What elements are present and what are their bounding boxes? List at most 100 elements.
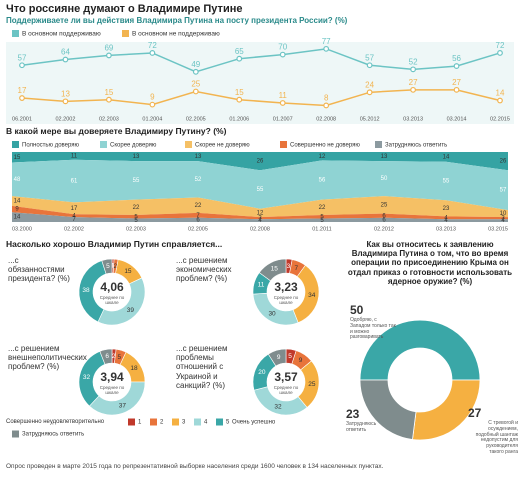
data-label: 22 xyxy=(195,203,202,209)
point xyxy=(323,102,330,109)
data-label: 27 xyxy=(409,78,418,87)
x-tick-label: 01.2004 xyxy=(142,116,162,122)
chart-title: Как вы относитесь к заявлению Владимира … xyxy=(347,240,513,286)
data-label: 2 xyxy=(112,353,116,360)
data-label: 7 xyxy=(72,217,76,223)
data-label: 55 xyxy=(257,187,264,193)
data-label: 50 xyxy=(381,176,388,182)
mean-caption: Среднее по шкале xyxy=(99,385,125,396)
data-label: 9 xyxy=(150,93,155,102)
data-label: 32 xyxy=(274,403,282,410)
page-title: Что россияне думают о Владимире Путине xyxy=(6,3,243,15)
point xyxy=(19,62,25,69)
legend-swatch xyxy=(100,141,107,148)
legend-high: Очень успешно xyxy=(232,420,276,426)
data-label: 11 xyxy=(279,91,288,100)
data-label: 13 xyxy=(195,154,202,160)
data-label: 3 xyxy=(287,263,291,270)
area xyxy=(12,205,508,220)
mean-value: 3,94 xyxy=(100,370,124,384)
point xyxy=(19,95,25,101)
point xyxy=(366,62,373,69)
panel-title: ...с обязанностями президента? (%) xyxy=(8,256,70,284)
panel-title: ...с решением внешнеполитических проблем… xyxy=(8,344,87,372)
point xyxy=(497,50,503,56)
data-label: 5 xyxy=(134,214,138,220)
legend-label: 3 xyxy=(182,420,186,426)
data-label: 4 xyxy=(501,218,505,224)
data-label: 72 xyxy=(148,41,157,50)
data-label: 25 xyxy=(381,202,388,208)
x-tick-label: 03.2000 xyxy=(12,226,32,232)
data-label: 14 xyxy=(496,89,505,98)
x-tick-label: 05.2012 xyxy=(360,116,380,122)
category-label: Затрудняюсь ответить xyxy=(346,421,377,433)
donut-segment xyxy=(359,379,417,440)
data-label: 5 xyxy=(134,218,138,224)
data-label: 61 xyxy=(71,179,78,185)
data-label: 14 xyxy=(14,199,21,205)
data-label: 17 xyxy=(71,206,78,212)
area xyxy=(12,152,508,171)
data-label: 13 xyxy=(61,89,70,98)
panel-title: ...с решением экономических проблем? (%) xyxy=(176,256,232,284)
x-tick-label: 03.2015 xyxy=(488,226,508,232)
legend-swatch xyxy=(12,30,19,37)
data-label: 6 xyxy=(382,213,386,219)
legend-swatch xyxy=(375,141,382,148)
data-label: 15 xyxy=(14,155,21,161)
data-label: 20 xyxy=(258,369,266,376)
data-label: 4 xyxy=(444,218,448,224)
point xyxy=(192,88,199,95)
donut-segment xyxy=(258,258,287,282)
legend-label: Скорее доверяю xyxy=(110,143,157,149)
legend-swatch xyxy=(194,418,201,426)
data-label: 65 xyxy=(235,47,244,56)
data-label: 34 xyxy=(308,292,316,299)
category-label: С тревогой и осуждением, подобный шантаж… xyxy=(475,420,518,455)
point xyxy=(106,96,112,103)
legend-label: Полностью доверяю xyxy=(22,143,80,149)
area xyxy=(12,196,508,218)
chart-title: Поддерживаете ли вы действия Владимира П… xyxy=(6,16,348,25)
area xyxy=(12,212,508,222)
donut-segment xyxy=(267,348,287,367)
legend-label: 5 xyxy=(226,420,230,426)
data-label: 17 xyxy=(18,86,27,95)
plot-background xyxy=(6,42,514,124)
mean-value: 3,23 xyxy=(274,280,298,294)
mean-caption: Среднее по шкале xyxy=(273,295,299,306)
data-label: 5 xyxy=(320,218,324,224)
data-label: 9 xyxy=(15,207,19,213)
data-label: 18 xyxy=(130,365,138,372)
data-label: 77 xyxy=(322,37,331,46)
data-label: 5 xyxy=(117,354,121,361)
point xyxy=(279,100,286,106)
footnote: Опрос проведен в марте 2015 года по репр… xyxy=(6,463,384,470)
chart-title: В какой мере вы доверяете Владимиру Пути… xyxy=(6,126,227,136)
legend-label: Затрудняюсь ответить xyxy=(22,432,84,438)
x-tick-label: 01.2007 xyxy=(273,116,293,122)
data-label: 5 xyxy=(288,353,292,360)
point xyxy=(192,68,199,75)
legend-swatch xyxy=(12,141,19,148)
point xyxy=(453,86,460,93)
legend-label: Совершенно не доверяю xyxy=(290,143,360,149)
point xyxy=(106,52,112,59)
data-label: 15 xyxy=(104,88,113,97)
data-label: 22 xyxy=(133,205,140,211)
data-label: 39 xyxy=(127,307,135,314)
data-label: 2 xyxy=(113,263,117,270)
mean-value: 4,06 xyxy=(100,280,124,294)
legend-label: Скорее не доверяю xyxy=(195,143,250,149)
legend-label: 1 xyxy=(138,420,142,426)
point xyxy=(366,89,373,96)
legend-label: Затрудняюсь ответить xyxy=(385,143,447,149)
data-label: 9 xyxy=(299,357,303,364)
data-label: 64 xyxy=(61,48,70,57)
value-label: 50 xyxy=(350,303,364,317)
data-label: 56 xyxy=(319,178,326,184)
point xyxy=(323,45,330,52)
data-label: 49 xyxy=(191,60,200,69)
legend-swatch xyxy=(216,418,223,426)
